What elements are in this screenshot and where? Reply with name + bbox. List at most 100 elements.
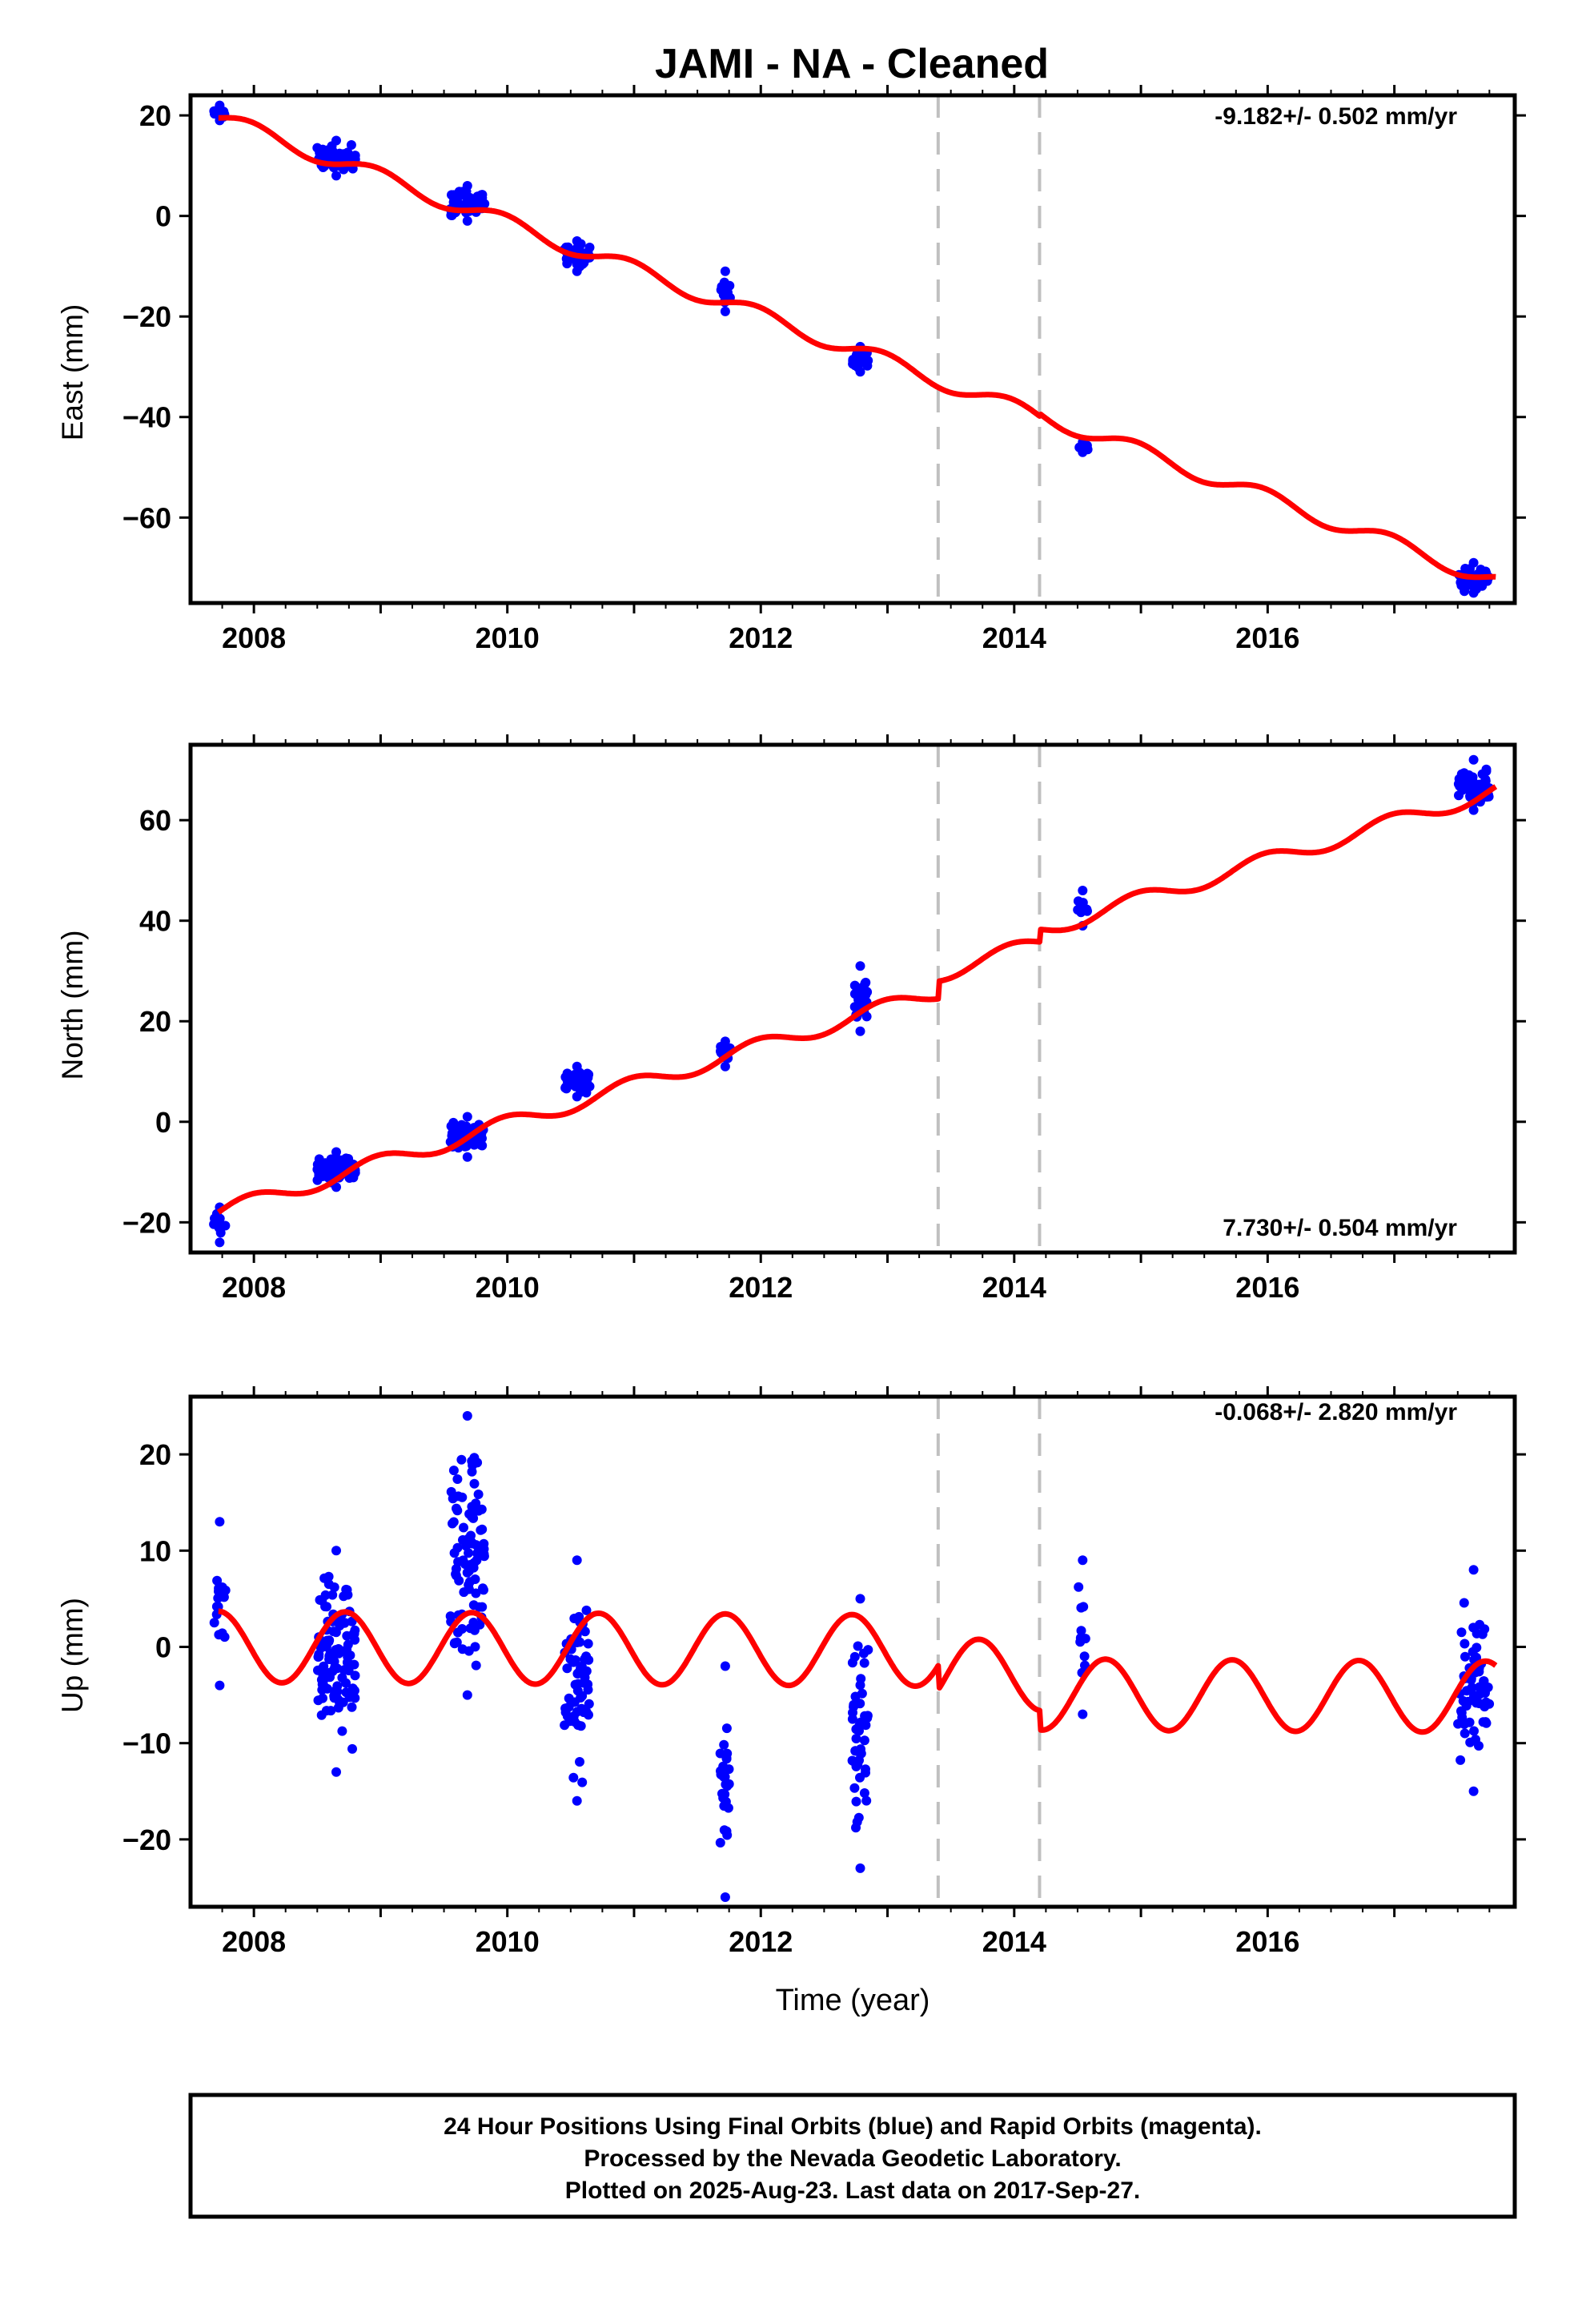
north-data-point [312,1175,323,1185]
up-data-point [1460,1651,1470,1662]
up-data-point [859,1788,869,1798]
up-data-point [343,1660,353,1671]
up-y-tick-label: −10 [122,1727,171,1760]
east-x-tick-label: 2010 [476,621,540,654]
east-data-point [1468,557,1479,568]
up-data-point [337,1726,347,1736]
up-data-point [720,1771,730,1782]
east-data-point [584,243,595,252]
up-data-point [565,1654,576,1664]
up-data-point [847,1714,857,1724]
up-data-point [449,1638,460,1649]
east-model-curve [216,115,1498,581]
up-data-point [715,1838,725,1848]
east-data-point [719,277,729,287]
east-data-point [454,187,464,197]
north-data-point [855,1026,865,1036]
up-data-point [1078,1709,1088,1719]
north-data-point [572,1061,582,1072]
up-data-point [473,1490,484,1499]
up-data-point [572,1555,582,1566]
north-y-tick-label: 40 [139,905,171,938]
north-data-point [462,1112,472,1122]
up-data-point [859,1658,869,1668]
up-y-tick-label: 0 [155,1630,171,1663]
up-data-point [318,1674,328,1684]
north-data-point [1076,907,1086,918]
up-data-point [1460,1728,1470,1739]
north-data-point [461,1126,472,1136]
up-data-point [1456,1707,1467,1718]
up-ylabel: Up (mm) [56,1598,89,1713]
footer-line-2: Processed by the Nevada Geodetic Laborat… [584,2145,1121,2172]
up-data-point [453,1627,463,1638]
up-data-point [847,1658,857,1668]
up-data-point [1468,1565,1479,1575]
up-data-point [317,1685,327,1695]
up-data-point [472,1555,482,1566]
up-data-point [479,1538,489,1549]
up-data-point [213,1593,223,1603]
up-data-point [859,1735,869,1746]
east-data-point [331,171,341,181]
north-data-point [562,1076,572,1086]
up-data-point [343,1651,353,1662]
up-data-point [479,1551,489,1562]
east-data-point [312,143,323,153]
east-panel: 2008 2010 2012 2014 2016 20 0 −20 −40 −60 East (m… [56,85,1526,654]
east-x-tick-label: 2016 [1235,621,1299,654]
up-data-point [464,1577,475,1587]
north-data-point [1073,896,1083,907]
up-data-point [721,1826,732,1836]
up-data-points [209,1411,1495,1902]
east-data-point [452,196,462,207]
north-model-curve [216,784,1498,1215]
up-data-point [350,1634,360,1645]
up-data-point [217,1628,227,1638]
north-data-point [849,980,860,991]
north-data-point [572,1092,582,1102]
north-data-point [450,1123,460,1133]
north-y-tick-label: −20 [122,1206,171,1239]
north-data-point [570,1069,580,1080]
up-data-point [1078,1555,1088,1566]
up-data-point [209,1618,219,1628]
up-data-point [584,1699,594,1709]
north-data-point [575,1076,585,1087]
up-data-point [341,1678,351,1688]
up-data-point [1079,1651,1090,1662]
up-data-point [469,1478,480,1489]
up-data-point [331,1627,341,1638]
east-x-tick-label: 2008 [222,621,286,654]
up-data-point [580,1626,590,1637]
up-data-point [862,1711,873,1721]
north-ylabel: North (mm) [56,930,89,1080]
up-data-point [854,1720,865,1731]
up-data-point [1468,1786,1479,1796]
north-data-point [215,1219,225,1229]
up-data-point [851,1823,861,1833]
north-data-point [1468,772,1478,782]
up-data-point [854,1755,864,1766]
up-data-point [317,1595,327,1606]
east-data-point [331,135,341,146]
up-x-tick-label: 2010 [476,1925,540,1958]
up-data-point [560,1720,570,1731]
up-data-point [855,1699,865,1709]
up-data-point [584,1655,594,1665]
up-data-point [1469,1726,1479,1736]
up-x-tick-label: 2008 [222,1925,286,1958]
east-data-point [572,266,582,276]
up-data-point [1074,1582,1084,1592]
east-data-point [346,140,356,150]
up-data-point [724,1764,734,1775]
up-data-point [715,1748,725,1759]
east-data-point [1078,447,1088,457]
up-data-point [347,1743,357,1754]
north-data-point [1453,779,1464,789]
east-marks: 2008 2010 2012 2014 2016 20 0 −20 −40 −60 [122,85,1526,654]
east-y-tick-label: 0 [155,200,171,233]
up-data-point [849,1783,860,1793]
up-data-point [855,1680,865,1691]
up-data-point [1459,1598,1469,1608]
